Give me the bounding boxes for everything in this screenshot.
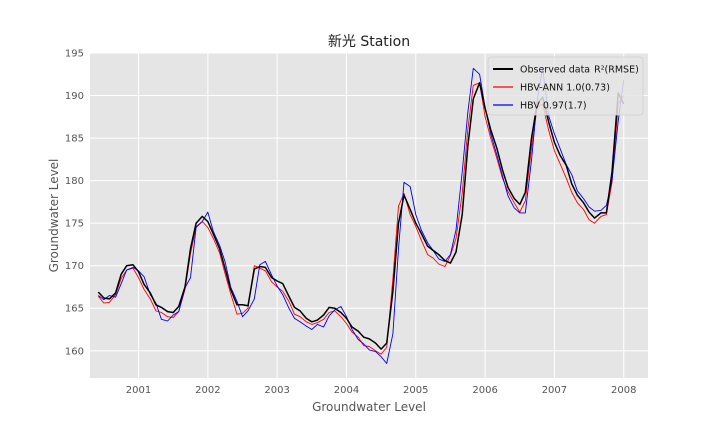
x-tick-label: 2004 (334, 385, 359, 396)
y-tick-label: 185 (65, 134, 84, 145)
legend-label: HBV-ANN 1.0(0.73) (520, 83, 610, 94)
legend-suffix: R²(RMSE) (594, 65, 639, 76)
y-tick-label: 190 (65, 91, 84, 102)
legend-box (487, 56, 644, 116)
y-tick-label: 170 (65, 261, 84, 272)
x-tick-label: 2003 (264, 385, 289, 396)
legend-label: Observed data R²(RMSE) (520, 65, 639, 76)
y-tick-label: 175 (65, 219, 84, 230)
x-tick-label: 2006 (472, 385, 497, 396)
x-axis-label: Groundwater Level (312, 400, 426, 414)
x-tick-label: 2002 (195, 385, 220, 396)
y-tick-label: 165 (65, 304, 84, 315)
x-tick-label: 2001 (126, 385, 151, 396)
y-tick-label: 160 (65, 346, 84, 357)
axis-ticks: 2001 2002 2003 2004 2005 2006 2007 2008 160 165 17… (65, 49, 637, 397)
chart-title: 新光 Station (328, 34, 410, 50)
x-tick-label: 2005 (403, 385, 428, 396)
x-tick-label: 2008 (611, 385, 636, 396)
x-tick-label: 2007 (542, 385, 567, 396)
legend-label: HBV 0.97(1.7) (520, 101, 587, 112)
y-tick-label: 180 (65, 176, 84, 187)
y-tick-label: 195 (65, 49, 84, 60)
y-axis-label: Groundwater Level (47, 159, 61, 273)
legend: Observed data R²(RMSE) HBV-ANN 1.0(0.73) HB… (487, 56, 644, 116)
